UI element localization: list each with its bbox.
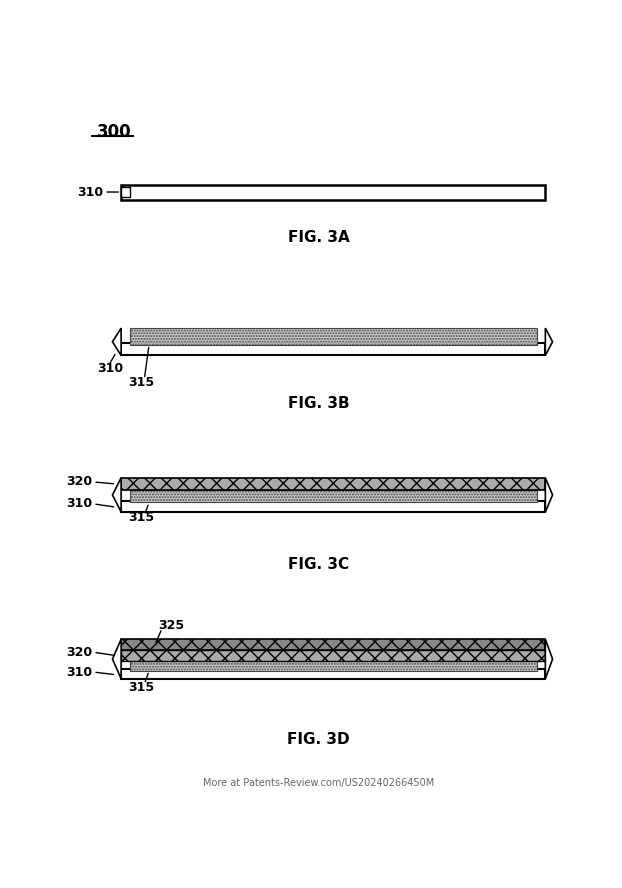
Text: 325: 325 (159, 619, 185, 632)
Polygon shape (545, 328, 552, 355)
Text: 315: 315 (128, 680, 154, 694)
Text: 300: 300 (97, 123, 132, 141)
Bar (130, 328, 537, 345)
Text: 310: 310 (77, 186, 103, 199)
Text: 315: 315 (128, 511, 154, 524)
Polygon shape (113, 639, 121, 678)
Text: FIG. 3B: FIG. 3B (288, 397, 350, 411)
Bar (121, 650, 545, 661)
Text: 310: 310 (66, 497, 92, 511)
Text: 320: 320 (66, 646, 92, 659)
Polygon shape (113, 328, 121, 355)
Bar (121, 639, 545, 650)
Polygon shape (545, 478, 552, 512)
Text: More at Patents-Review.com/US20240266450M: More at Patents-Review.com/US20240266450… (203, 779, 434, 789)
Polygon shape (545, 639, 552, 678)
Text: FIG. 3C: FIG. 3C (288, 557, 350, 572)
Bar (130, 661, 537, 670)
Bar (130, 490, 537, 503)
Text: FIG. 3D: FIG. 3D (287, 732, 350, 747)
Bar (121, 185, 545, 200)
Polygon shape (113, 478, 121, 512)
Bar (121, 670, 545, 678)
Text: 310: 310 (97, 362, 123, 375)
Text: FIG. 3A: FIG. 3A (288, 230, 350, 245)
Text: 320: 320 (66, 475, 92, 488)
Bar (121, 186, 130, 197)
Bar (121, 478, 545, 490)
Text: 315: 315 (128, 376, 154, 389)
Text: 310: 310 (66, 665, 92, 678)
Bar (121, 343, 545, 355)
Bar (121, 501, 545, 512)
